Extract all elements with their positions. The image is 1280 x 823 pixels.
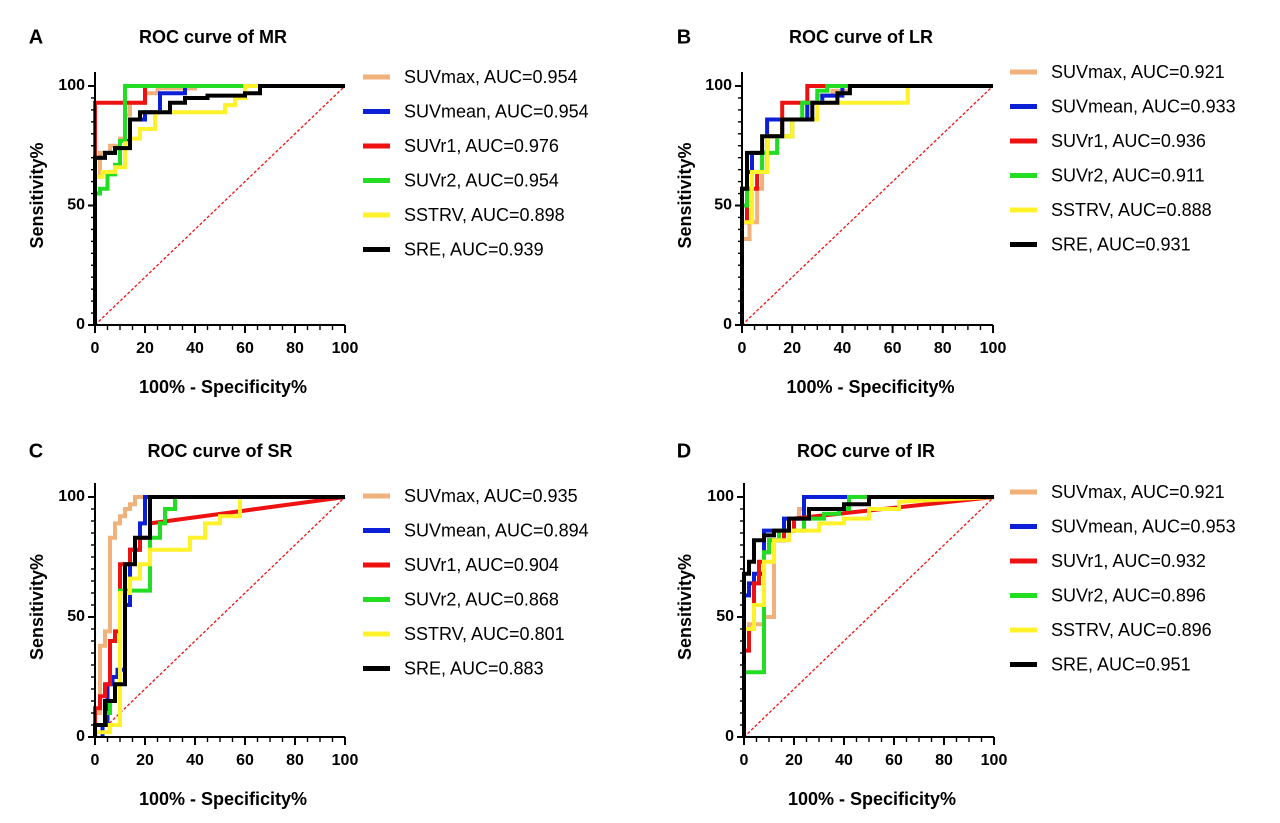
legend-label: SUVmax, AUC=0.921 xyxy=(1051,62,1225,82)
x-tick-label: 0 xyxy=(91,752,100,769)
y-tick-label: 50 xyxy=(67,197,85,214)
roc-curve-series-5 xyxy=(93,495,345,737)
reference-diagonal-line xyxy=(94,496,346,738)
reference-diagonal-line xyxy=(94,85,346,326)
x-tick-label: 40 xyxy=(186,340,204,357)
roc-curve-series-6 xyxy=(740,84,993,325)
chart-title: ROC curve of SR xyxy=(147,441,292,461)
roc-curve-series-2 xyxy=(100,495,345,737)
y-tick-label: 0 xyxy=(76,316,85,333)
y-tick-label: 100 xyxy=(58,77,85,94)
x-axis-title: 100% - Specificity% xyxy=(786,377,954,397)
legend-label: SUVr1, AUC=0.904 xyxy=(404,555,559,575)
legend-label: SUVmax, AUC=0.921 xyxy=(1051,482,1225,502)
panel-letter: A xyxy=(29,26,43,48)
y-tick-label: 0 xyxy=(723,316,732,333)
roc-curve-series-1 xyxy=(93,495,345,737)
roc-curve-series-4 xyxy=(93,84,345,325)
legend-label: SSTRV, AUC=0.888 xyxy=(1051,200,1212,220)
x-tick-label: 20 xyxy=(136,340,154,357)
x-tick-label: 20 xyxy=(783,340,801,357)
y-tick-label: 100 xyxy=(705,77,732,94)
x-tick-label: 60 xyxy=(236,340,254,357)
y-axis-title: Sensitivity% xyxy=(27,142,47,248)
x-tick-label: 100 xyxy=(981,752,1008,769)
chart-title: ROC curve of IR xyxy=(797,441,935,461)
chart-panel-c: C ROC curve of SR 0 50 100 0 20 40 60 80 100 100% -… xyxy=(27,440,589,808)
x-tick-label: 100 xyxy=(332,340,359,357)
legend-label: SRE, AUC=0.939 xyxy=(404,239,544,259)
roc-curve-series-5 xyxy=(93,84,345,325)
x-tick-label: 80 xyxy=(286,752,304,769)
legend-label: SUVmean, AUC=0.954 xyxy=(404,101,589,121)
x-axis-title: 100% - Specificity% xyxy=(788,789,956,809)
legend-label: SUVr2, AUC=0.911 xyxy=(1051,165,1205,185)
y-tick-label: 100 xyxy=(707,488,734,505)
legend-label: SRE, AUC=0.931 xyxy=(1051,234,1191,254)
reference-diagonal-line xyxy=(741,85,994,326)
panel-letter: C xyxy=(29,440,43,462)
legend-label: SUVr2, AUC=0.868 xyxy=(404,589,559,609)
legend-label: SUVmean, AUC=0.933 xyxy=(1051,96,1236,116)
y-tick-label: 0 xyxy=(76,728,85,745)
x-tick-label: 100 xyxy=(980,340,1007,357)
y-axis-title: Sensitivity% xyxy=(675,554,695,660)
legend-label: SUVr2, AUC=0.954 xyxy=(404,170,559,190)
legend: SUVmax, AUC=0.921 SUVmean, AUC=0.953 SUVr1… xyxy=(1010,482,1236,674)
y-tick-label: 50 xyxy=(67,608,85,625)
legend-label: SUVmax, AUC=0.954 xyxy=(404,67,578,87)
chart-panel-b: B ROC curve of LR 0 50 100 0 20 40 60 80 100 100% -… xyxy=(675,26,1236,396)
y-tick-label: 50 xyxy=(714,197,732,214)
roc-curve-series-6 xyxy=(93,495,345,737)
y-axis-title: Sensitivity% xyxy=(27,554,47,660)
chart-panel-a: A ROC curve of MR 0 50 100 0 20 40 60 80 100 100% -… xyxy=(27,26,589,396)
x-tick-label: 0 xyxy=(738,340,747,357)
legend-label: SUVr2, AUC=0.896 xyxy=(1051,585,1206,605)
legend-label: SUVmean, AUC=0.894 xyxy=(404,520,589,540)
x-tick-label: 40 xyxy=(834,340,852,357)
chart-title: ROC curve of LR xyxy=(789,27,933,47)
legend-label: SUVr1, AUC=0.976 xyxy=(404,136,559,156)
panel-letter: D xyxy=(677,440,691,462)
x-tick-label: 60 xyxy=(236,752,254,769)
y-tick-label: 100 xyxy=(58,488,85,505)
panel-letter: B xyxy=(677,26,691,48)
roc-curve-series-5 xyxy=(740,84,993,325)
legend-label: SUVmax, AUC=0.935 xyxy=(404,486,578,506)
x-axis-title: 100% - Specificity% xyxy=(139,377,307,397)
legend-label: SRE, AUC=0.883 xyxy=(404,658,544,678)
x-tick-label: 0 xyxy=(91,340,100,357)
x-tick-label: 100 xyxy=(332,752,359,769)
legend: SUVmax, AUC=0.954 SUVmean, AUC=0.954 SUVr1… xyxy=(363,67,589,259)
legend-label: SRE, AUC=0.951 xyxy=(1051,654,1191,674)
x-tick-label: 40 xyxy=(835,752,853,769)
x-tick-label: 20 xyxy=(785,752,803,769)
legend: SUVmax, AUC=0.935 SUVmean, AUC=0.894 SUVr1… xyxy=(363,486,589,678)
y-tick-label: 50 xyxy=(716,608,734,625)
x-axis-title: 100% - Specificity% xyxy=(139,789,307,809)
legend-label: SSTRV, AUC=0.801 xyxy=(404,624,565,644)
roc-curve-series-6 xyxy=(742,495,994,737)
x-tick-label: 60 xyxy=(885,752,903,769)
y-tick-label: 0 xyxy=(725,728,734,745)
legend-label: SUVmean, AUC=0.953 xyxy=(1051,516,1236,536)
x-tick-label: 20 xyxy=(136,752,154,769)
x-tick-label: 80 xyxy=(935,752,953,769)
chart-title: ROC curve of MR xyxy=(139,27,287,47)
x-tick-label: 0 xyxy=(740,752,749,769)
legend-label: SSTRV, AUC=0.896 xyxy=(1051,620,1212,640)
x-tick-label: 40 xyxy=(186,752,204,769)
x-tick-label: 80 xyxy=(934,340,952,357)
chart-panel-d: D ROC curve of IR 0 50 100 0 20 40 60 80 100 100% -… xyxy=(675,440,1236,808)
roc-curve-series-6 xyxy=(93,84,345,325)
legend-label: SSTRV, AUC=0.898 xyxy=(404,205,565,225)
x-tick-label: 60 xyxy=(884,340,902,357)
reference-diagonal-line xyxy=(743,496,995,738)
legend-label: SUVr1, AUC=0.936 xyxy=(1051,131,1206,151)
legend-label: SUVr1, AUC=0.932 xyxy=(1051,551,1206,571)
x-tick-label: 80 xyxy=(286,340,304,357)
legend: SUVmax, AUC=0.921 SUVmean, AUC=0.933 SUVr1… xyxy=(1010,62,1236,254)
y-axis-title: Sensitivity% xyxy=(675,142,695,248)
